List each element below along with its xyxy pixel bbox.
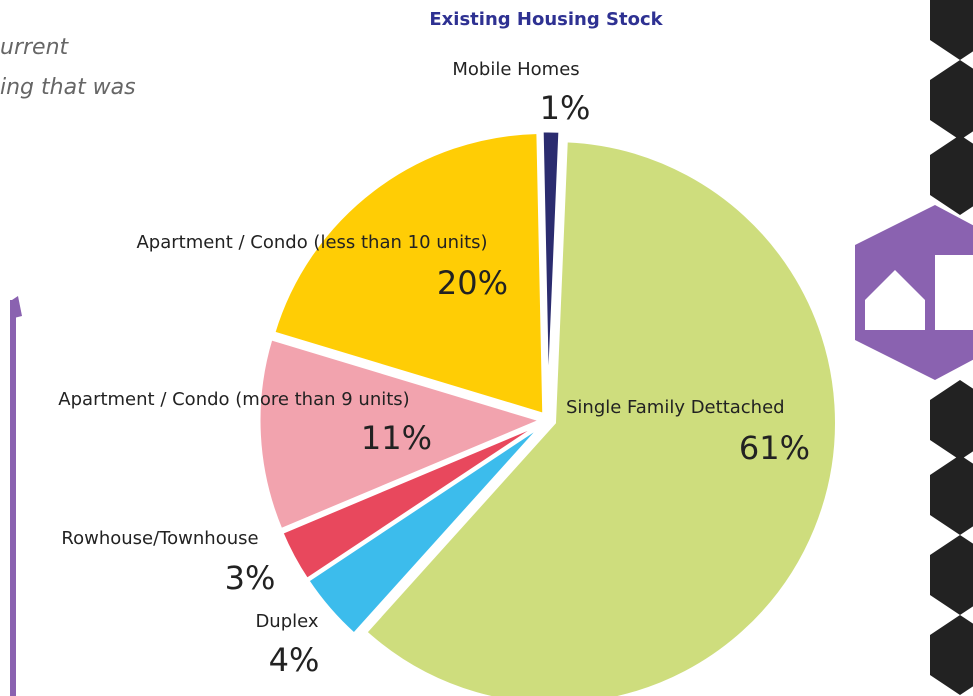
pie-slice bbox=[271, 130, 546, 417]
icons bbox=[855, 0, 973, 695]
slice-label: Mobile Homes bbox=[452, 59, 579, 80]
slice-label: Single Family Dettached bbox=[566, 397, 785, 418]
pie-slice bbox=[257, 336, 546, 532]
slice-label: Apartment / Condo (less than 10 units) bbox=[136, 232, 487, 253]
pie-slice bbox=[363, 139, 838, 696]
slice-value-label: 3% bbox=[225, 559, 276, 597]
text-fragment: urrent bbox=[0, 35, 70, 60]
pie-slice bbox=[279, 421, 543, 582]
slice-value-label: 11% bbox=[361, 419, 432, 457]
side-bar-tip bbox=[12, 296, 22, 318]
slice-label: Apartment / Condo (more than 9 units) bbox=[58, 389, 409, 410]
slice-label: Duplex bbox=[255, 611, 318, 632]
slice-value-label: 4% bbox=[269, 641, 320, 679]
pie-slice bbox=[305, 423, 544, 637]
slice-value-label: 20% bbox=[437, 264, 508, 302]
side-bar bbox=[10, 300, 16, 696]
pie-slice bbox=[540, 129, 562, 414]
slice-value-label: 1% bbox=[540, 89, 591, 127]
text-fragment: ing that was bbox=[0, 75, 136, 100]
chart-title: Existing Housing Stock bbox=[429, 9, 663, 30]
slice-value-label: 61% bbox=[739, 429, 810, 467]
slice-label: Rowhouse/Townhouse bbox=[61, 528, 258, 549]
